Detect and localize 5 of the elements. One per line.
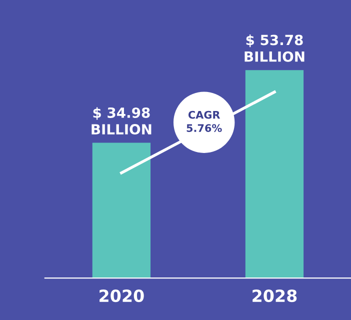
annotation: CAGR 5.76%	[186, 110, 222, 132]
x-tick-label: 2020	[100, 289, 144, 302]
data-label: $ 34.98 BILLION	[92, 107, 152, 135]
x-tick-label: 2028	[252, 289, 297, 302]
data-label: $ 53.78 BILLION	[244, 34, 304, 62]
